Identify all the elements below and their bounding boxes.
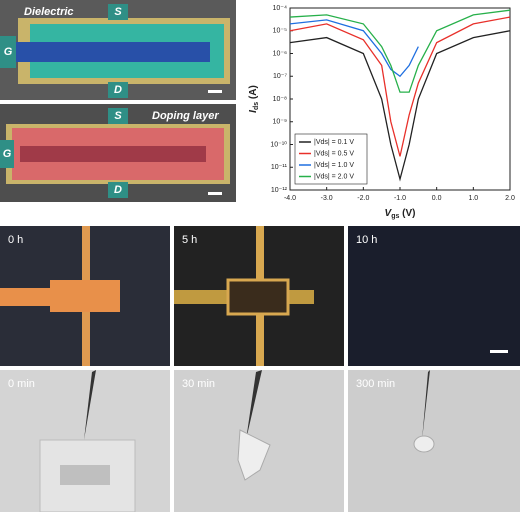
annotation: Doping layer [152, 110, 219, 122]
x-tick-label: 1.0 [468, 195, 478, 202]
legend-label: |Vds| = 1.0 V [314, 162, 354, 169]
drain-label: D [114, 184, 122, 196]
x-tick-label: -3.0 [321, 195, 333, 202]
series-line [289, 16, 511, 157]
y-tick-label: 10⁻¹¹ [271, 164, 288, 171]
drain-label: D [114, 84, 122, 96]
sem-bottom: Doping layer S G D [0, 104, 236, 202]
x-tick-label: -2.0 [357, 195, 369, 202]
time-label: 0 min [8, 378, 35, 390]
legend-label: |Vds| = 0.5 V [314, 150, 354, 157]
legend-label: |Vds| = 0.1 V [314, 139, 354, 146]
y-tick-label: 10⁻¹⁰ [270, 140, 287, 148]
y-tick-label: 10⁻⁸ [273, 96, 287, 103]
photo-row: 0 min 30 min 300 min [0, 370, 520, 512]
sem-top: Dielectric S G D [0, 0, 236, 100]
x-tick-label: 2.0 [505, 195, 515, 202]
series-line [289, 9, 511, 93]
y-tick-label: 10⁻⁶ [273, 50, 287, 57]
time-label: 300 min [356, 378, 395, 390]
gate-label: G [4, 46, 13, 58]
legend-label: |Vds| = 2.0 V [314, 173, 354, 180]
annotation: Dielectric [24, 6, 74, 18]
y-tick-label: 10⁻⁷ [273, 73, 287, 80]
source-label: S [114, 6, 122, 18]
x-tick-label: -4.0 [284, 195, 296, 202]
series-line [289, 19, 419, 78]
x-tick-label: -1.0 [394, 195, 406, 202]
series-line [289, 30, 511, 182]
time-label: 30 min [182, 378, 215, 390]
time-label: 5 h [182, 234, 197, 246]
y-axis-label: Ids (A) [248, 85, 260, 113]
x-tick-label: 0.0 [432, 195, 442, 202]
y-tick-label: 10⁻⁴ [273, 5, 288, 12]
y-tick-label: 10⁻⁵ [273, 28, 287, 35]
gate-label: G [3, 148, 12, 160]
time-label: 10 h [356, 234, 377, 246]
y-tick-label: 10⁻¹² [271, 187, 288, 194]
source-label: S [114, 110, 122, 122]
y-tick-label: 10⁻⁹ [273, 119, 287, 126]
time-label: 0 h [8, 234, 23, 246]
optical-row: 0 h 5 h 10 h [0, 226, 520, 366]
x-axis-label: Vgs (V) [385, 208, 416, 220]
